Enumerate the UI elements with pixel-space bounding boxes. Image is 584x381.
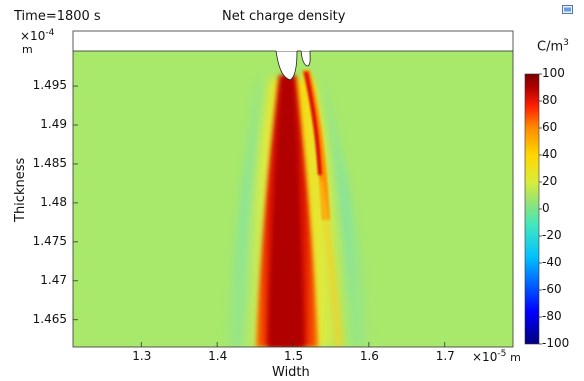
x-tick-label: 1.4 <box>208 349 228 363</box>
y-tick-label: 1.495 <box>32 78 67 93</box>
electrode-notch-left <box>275 51 298 81</box>
colorbar-tick-label: 0 <box>542 201 550 215</box>
y-tick-label: 1.465 <box>32 311 67 326</box>
colorbar-tick-label: 20 <box>542 174 558 188</box>
y-tick-label: 1.485 <box>32 155 67 170</box>
colorbar-tick-label: 60 <box>542 120 558 134</box>
window-icon[interactable] <box>562 5 573 14</box>
fringe-left <box>222 80 268 347</box>
heatmap-field <box>73 51 513 347</box>
x-tick-label: 1.5 <box>284 349 304 363</box>
x-axis-exponent: ×10-5 m <box>472 349 521 364</box>
y-axis-unit: m <box>22 43 33 56</box>
colorbar-unit: C/m3 <box>537 38 569 55</box>
colorbar-tick-label: -20 <box>542 228 562 242</box>
y-tick-label: 1.48 <box>40 194 67 209</box>
y-axis-ticks <box>73 85 78 321</box>
fringe-right <box>316 80 374 347</box>
colorbar <box>524 73 540 345</box>
x-axis-label: Width <box>272 365 310 380</box>
colorbar-ticks <box>539 73 542 345</box>
y-tick-label: 1.49 <box>40 117 67 131</box>
y-tick-label: 1.47 <box>40 272 67 287</box>
chart-title: Net charge density <box>222 9 346 24</box>
time-label: Time=1800 s <box>14 9 101 24</box>
colorbar-tick-label: -60 <box>542 282 562 296</box>
x-tick-label: 1.6 <box>359 349 379 363</box>
colorbar-tick-label: 80 <box>542 93 558 107</box>
x-axis-ticks <box>140 342 446 347</box>
colorbar-tick-label: -100 <box>542 336 570 350</box>
electrode-notch-right <box>300 51 311 67</box>
streak-tail <box>318 180 344 347</box>
colorbar-tick-label: -40 <box>542 255 562 269</box>
x-tick-label: 1.7 <box>435 349 455 363</box>
y-tick-label: 1.475 <box>32 233 67 248</box>
plume-core <box>268 80 304 347</box>
secondary-streak-core <box>304 72 322 175</box>
x-tick-label: 1.3 <box>132 349 152 363</box>
colorbar-tick-label: -80 <box>542 309 562 323</box>
colorbar-tick-label: 100 <box>542 66 565 80</box>
y-axis-exponent: ×10-4 <box>20 28 55 43</box>
y-axis-label: Thickness <box>13 157 28 222</box>
colorbar-tick-label: 40 <box>542 147 558 161</box>
